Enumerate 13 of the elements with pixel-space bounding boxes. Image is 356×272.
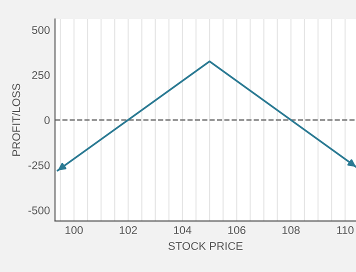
y-tick-label: 500 — [32, 26, 50, 34]
x-axis-title: STOCK PRICE — [168, 242, 243, 250]
y-axis-title: PROFIT/LOSS — [12, 84, 20, 156]
x-tick-label: 104 — [174, 226, 192, 234]
y-tick-label: 250 — [32, 71, 50, 80]
x-tick-label: 108 — [282, 226, 300, 234]
x-tick-label: 100 — [66, 226, 83, 234]
y-tick-label: -500 — [28, 206, 50, 214]
x-tick-label: 106 — [228, 226, 246, 234]
x-tick-label: 110 — [337, 226, 354, 234]
x-tick-label: 102 — [120, 226, 137, 234]
y-tick-label: 0 — [44, 116, 50, 124]
y-tick-label: -250 — [28, 161, 50, 170]
